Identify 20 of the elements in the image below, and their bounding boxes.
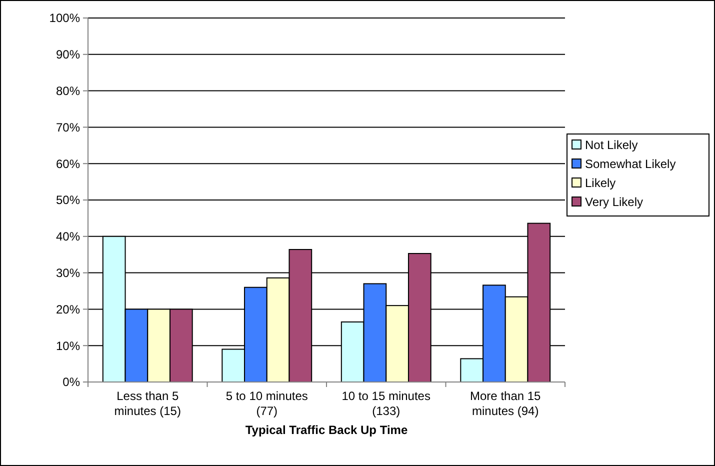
y-tick-label: 60%	[56, 156, 80, 171]
y-tick-label: 50%	[56, 193, 80, 208]
y-tick-label: 30%	[56, 266, 80, 280]
y-tick-label: 100%	[49, 11, 80, 26]
y-tick-label: 80%	[56, 84, 80, 98]
legend-label: Somewhat Likely	[585, 157, 676, 172]
legend-label: Likely	[585, 176, 616, 190]
y-tick-label: 40%	[56, 230, 80, 244]
y-tick-label: 90%	[56, 48, 80, 62]
x-tick-label: 10 to 15 minutes (133)	[342, 389, 430, 418]
x-axis-title: Typical Traffic Back Up Time	[245, 423, 408, 437]
x-tick-label: Less than 5 minutes (15)	[114, 389, 181, 418]
y-tick-label: 20%	[56, 302, 80, 316]
x-tick-label: 5 to 10 minutes (77)	[226, 389, 308, 418]
y-tick-label: 70%	[56, 120, 80, 134]
x-tick-label: More than 15 minutes (94)	[470, 389, 542, 418]
y-tick-label: 10%	[56, 338, 80, 353]
legend-label: Not Likely	[585, 138, 638, 152]
legend-label: Very Likely	[585, 195, 644, 210]
y-tick-label: 0%	[62, 375, 80, 390]
